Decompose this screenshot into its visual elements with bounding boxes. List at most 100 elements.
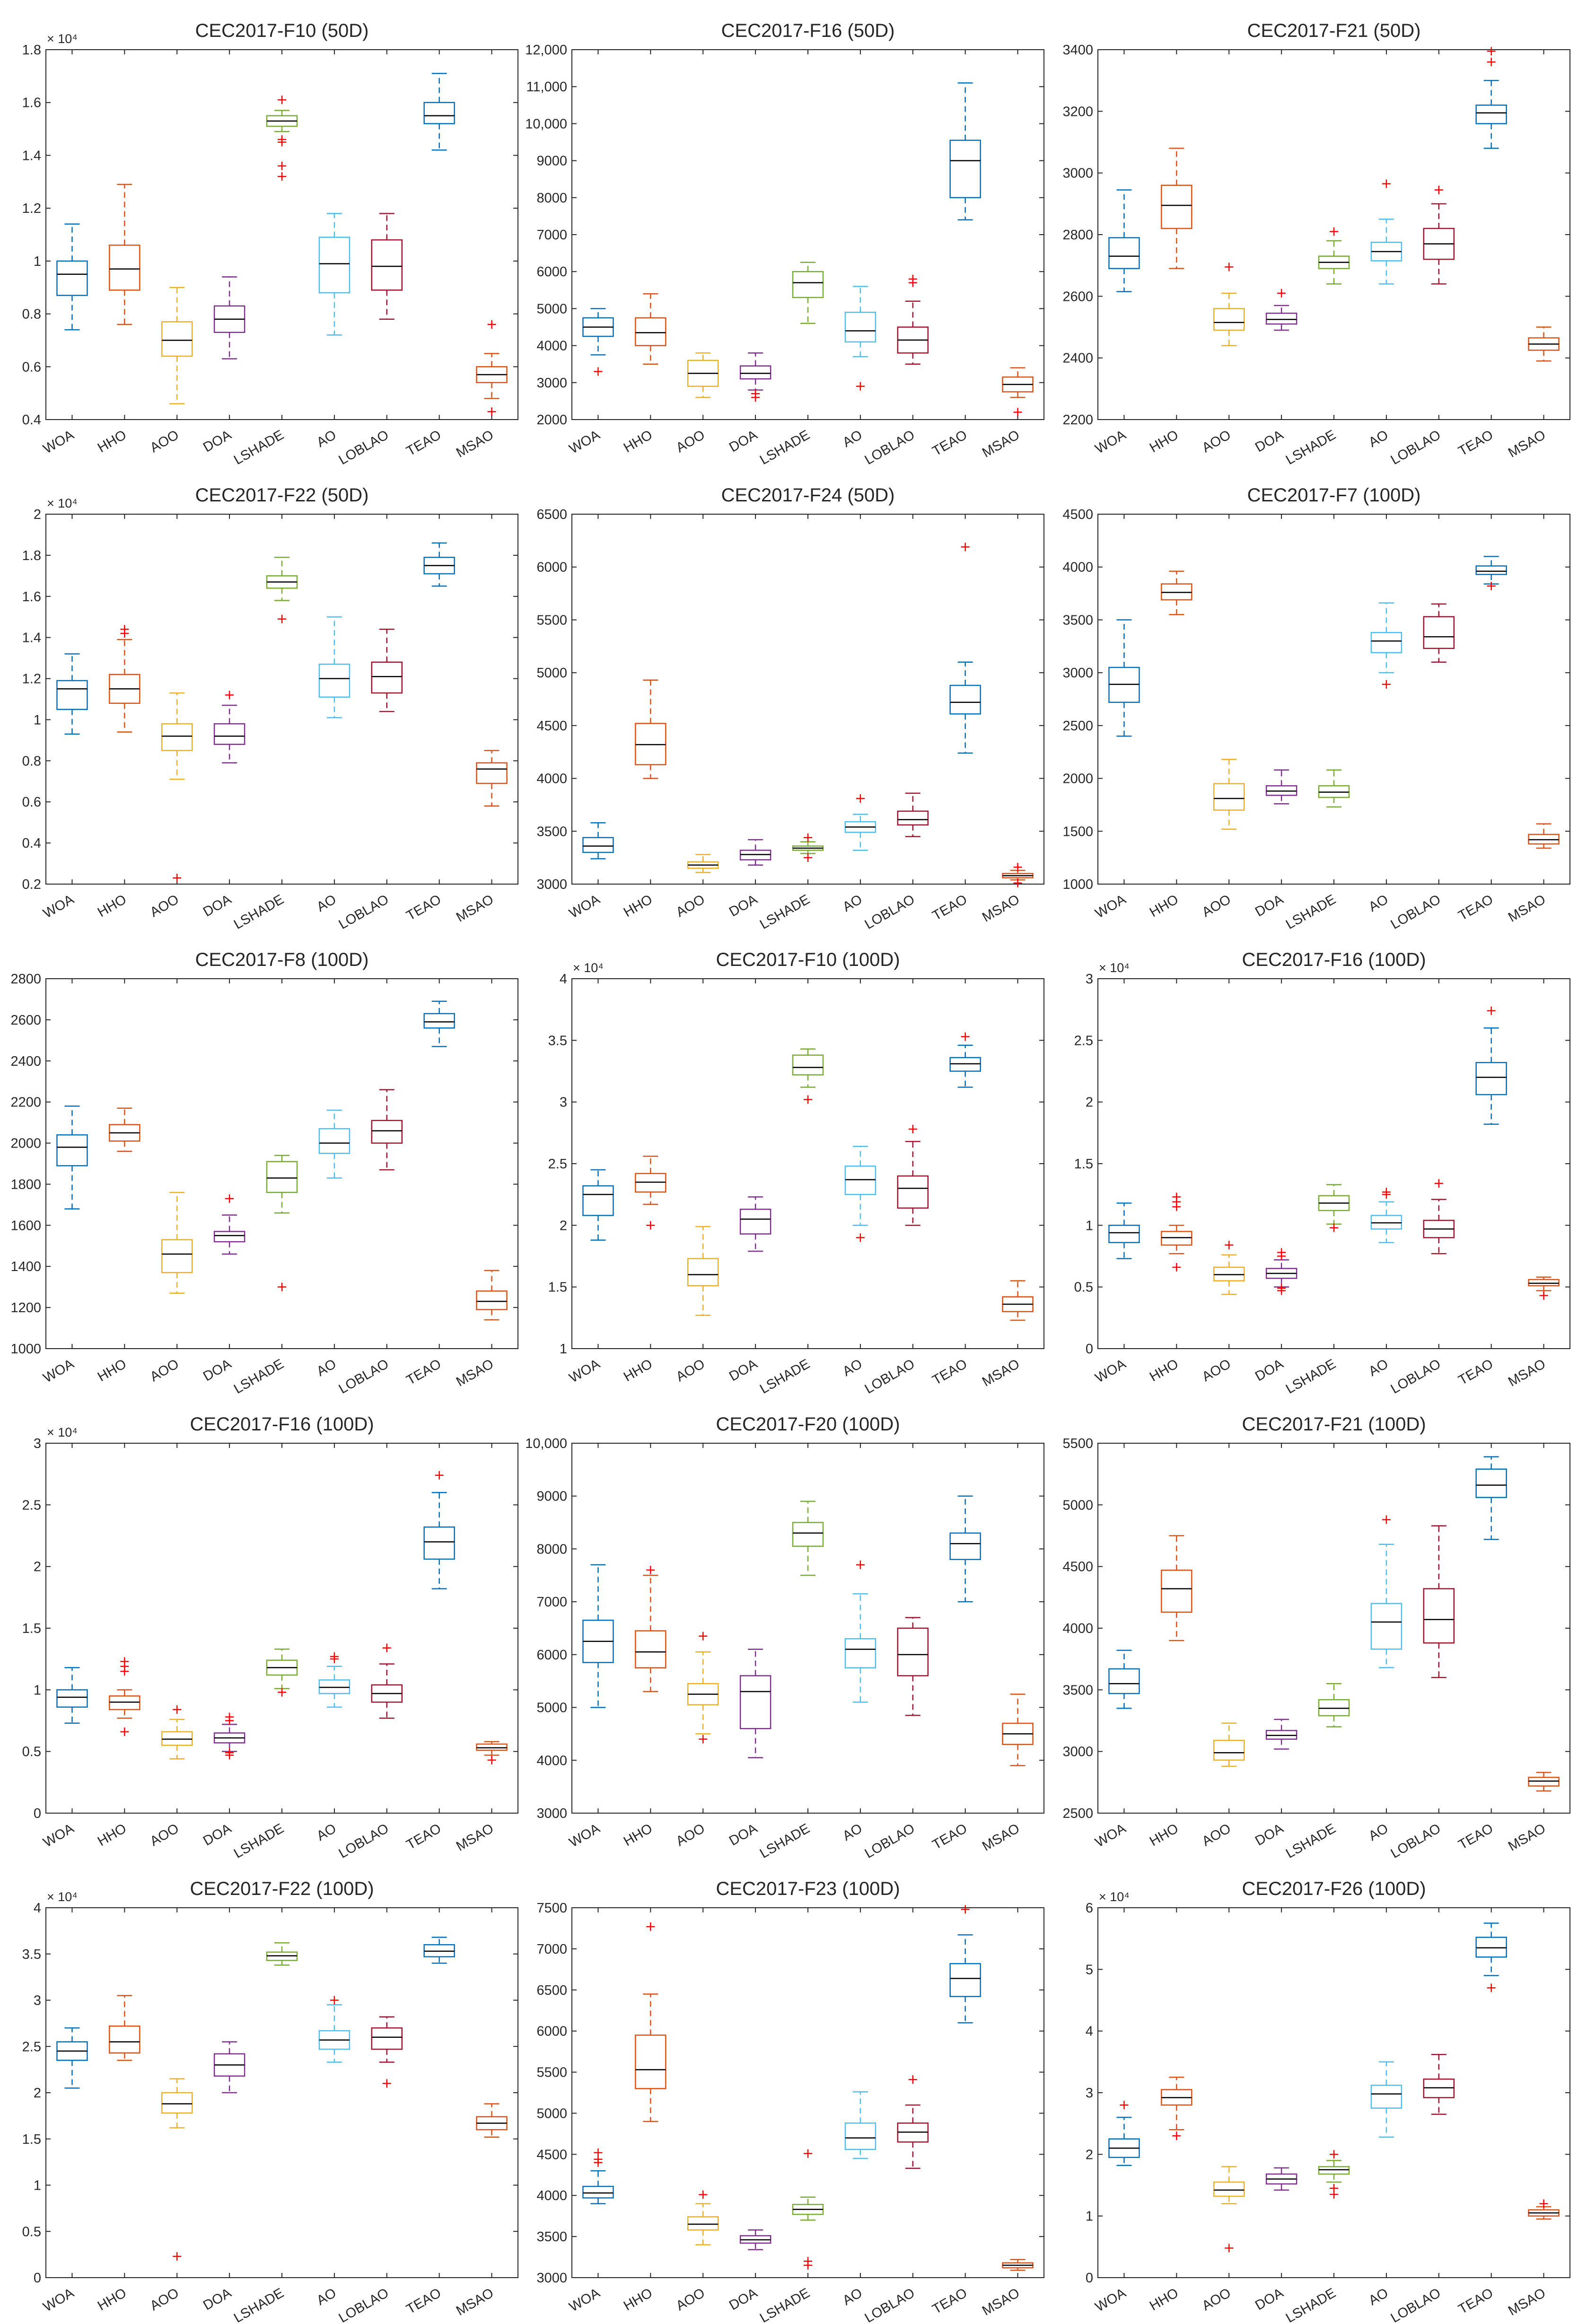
chart-title: CEC2017-F22 (50D) [195, 485, 369, 506]
outlier-marker [1487, 581, 1496, 590]
outlier-marker [225, 1194, 234, 1203]
iqr-box [1423, 2078, 1455, 2098]
box-doa [213, 1712, 245, 1760]
x-tick-label: HHO [95, 1356, 129, 1385]
x-tick-label: HHO [621, 1356, 655, 1385]
x-tick-label: DOA [1253, 1821, 1286, 1849]
y-tick-label: 12,000 [526, 43, 567, 58]
chart-title: CEC2017-F16 (100D) [1242, 949, 1426, 970]
x-tick-label: TEAO [1456, 1356, 1496, 1388]
x-tick-label: WOA [41, 427, 77, 457]
x-tick-label: LSHADE [757, 1821, 812, 1858]
y-tick-label: 1.5 [548, 1280, 567, 1295]
box-loblao [371, 2016, 403, 2088]
x-tick-label: DOA [1253, 1356, 1286, 1384]
box-ao [318, 616, 351, 719]
outlier-marker [1330, 2150, 1338, 2159]
x-tick-label: LSHADE [1283, 1821, 1338, 1858]
outlier-marker [1434, 185, 1443, 194]
y-tick-label: 1 [560, 1342, 567, 1357]
outlier-marker [382, 2079, 391, 2088]
x-tick-label: LSHADE [757, 427, 812, 465]
axis-exponent-label: × 10⁴ [47, 1890, 78, 1904]
box-teao [1475, 47, 1507, 149]
iqr-box [371, 239, 403, 291]
x-tick-label: LOBLAO [336, 2285, 392, 2323]
y-tick-label: 6000 [536, 2024, 567, 2039]
chart-title: CEC2017-F10 (100D) [716, 949, 900, 970]
box-ao [318, 1109, 351, 1179]
box-doa [213, 1194, 245, 1255]
box-teao [949, 543, 981, 754]
boxplot-chart: CEC2017-F22 (100D) × 10⁴ 0 0.5 1 1.5 2 2.5 3 3.5 4… [22, 1878, 518, 2323]
iqr-box [739, 365, 771, 380]
box-hho [1161, 2077, 1192, 2140]
x-tick-label: AOO [148, 2285, 182, 2314]
x-tick-label: AOO [674, 427, 708, 456]
y-tick-label: 4000 [536, 339, 567, 354]
x-tick-label: AO [314, 427, 339, 450]
box-loblao [897, 1125, 929, 1226]
boxplot-chart: CEC2017-F20 (100D) 3000 4000 5000 6000 7000 80… [526, 1414, 1044, 1858]
iqr-box [635, 317, 666, 346]
x-tick-label: TEAO [404, 892, 444, 923]
x-tick-label: AOO [674, 1821, 708, 1849]
box-hho [635, 1156, 666, 1230]
x-tick-label: HHO [1147, 427, 1181, 456]
iqr-box [582, 1185, 614, 1216]
x-tick-label: HHO [1147, 1821, 1181, 1849]
box-doa [739, 352, 771, 402]
y-tick-label: 3000 [1062, 1745, 1093, 1760]
iqr-box [582, 837, 614, 853]
y-tick-label: 0 [1086, 2271, 1093, 2286]
box-msao [1528, 326, 1560, 362]
box-teao [423, 1937, 455, 1964]
box-lshade [792, 1500, 824, 1576]
x-tick-label: HHO [1147, 2285, 1181, 2314]
outlier-marker [804, 2149, 812, 2158]
y-tick-label: 10,000 [526, 116, 567, 132]
iqr-box [318, 237, 351, 294]
y-tick-label: 4500 [1062, 1560, 1093, 1575]
axes-frame [571, 514, 1044, 885]
outlier-marker [1172, 1263, 1181, 1272]
y-tick-label: 2 [34, 1560, 41, 1575]
y-tick-label: 3200 [1062, 104, 1093, 119]
y-tick-label: 10,000 [526, 1436, 567, 1451]
iqr-box [266, 1161, 298, 1193]
y-tick-label: 3000 [536, 376, 567, 391]
iqr-box [423, 1013, 455, 1029]
y-tick-label: 0.6 [22, 795, 41, 810]
iqr-box [1475, 105, 1507, 124]
iqr-box [949, 684, 981, 715]
box-doa [739, 839, 771, 866]
chart-title: CEC2017-F21 (50D) [1247, 20, 1421, 41]
y-tick-label: 1.2 [22, 201, 41, 216]
x-tick-label: LOBLAO [1388, 1356, 1444, 1394]
outlier-marker [699, 1735, 708, 1744]
y-tick-label: 1.5 [22, 1621, 41, 1636]
x-tick-label: AO [840, 427, 865, 450]
box-hho [109, 1995, 140, 2061]
box-woa [582, 1169, 614, 1241]
y-tick-label: 4000 [536, 772, 567, 787]
axis-exponent-label: × 10⁴ [47, 496, 78, 510]
y-tick-label: 4000 [536, 1753, 567, 1768]
y-tick-label: 1000 [1062, 877, 1093, 892]
box-lshade [266, 1942, 298, 1966]
iqr-box [582, 2185, 614, 2199]
boxplot-chart: CEC2017-F23 (100D) 3000 3500 4000 4500 5000 55… [536, 1878, 1044, 2323]
box-woa [1108, 619, 1140, 737]
y-tick-label: 2 [1086, 1095, 1093, 1110]
x-tick-label: AO [1366, 2285, 1391, 2308]
x-tick-label: LSHADE [1283, 2285, 1338, 2323]
x-tick-label: WOA [41, 892, 77, 921]
outlier-marker [173, 873, 182, 882]
box-lshade [1318, 2150, 1350, 2199]
y-tick-label: 6500 [536, 1983, 567, 1998]
iqr-box [371, 661, 403, 694]
outlier-marker [225, 1751, 234, 1760]
y-tick-label: 2400 [10, 1054, 41, 1069]
x-tick-label: LSHADE [757, 1356, 812, 1394]
iqr-box [1370, 2085, 1403, 2109]
